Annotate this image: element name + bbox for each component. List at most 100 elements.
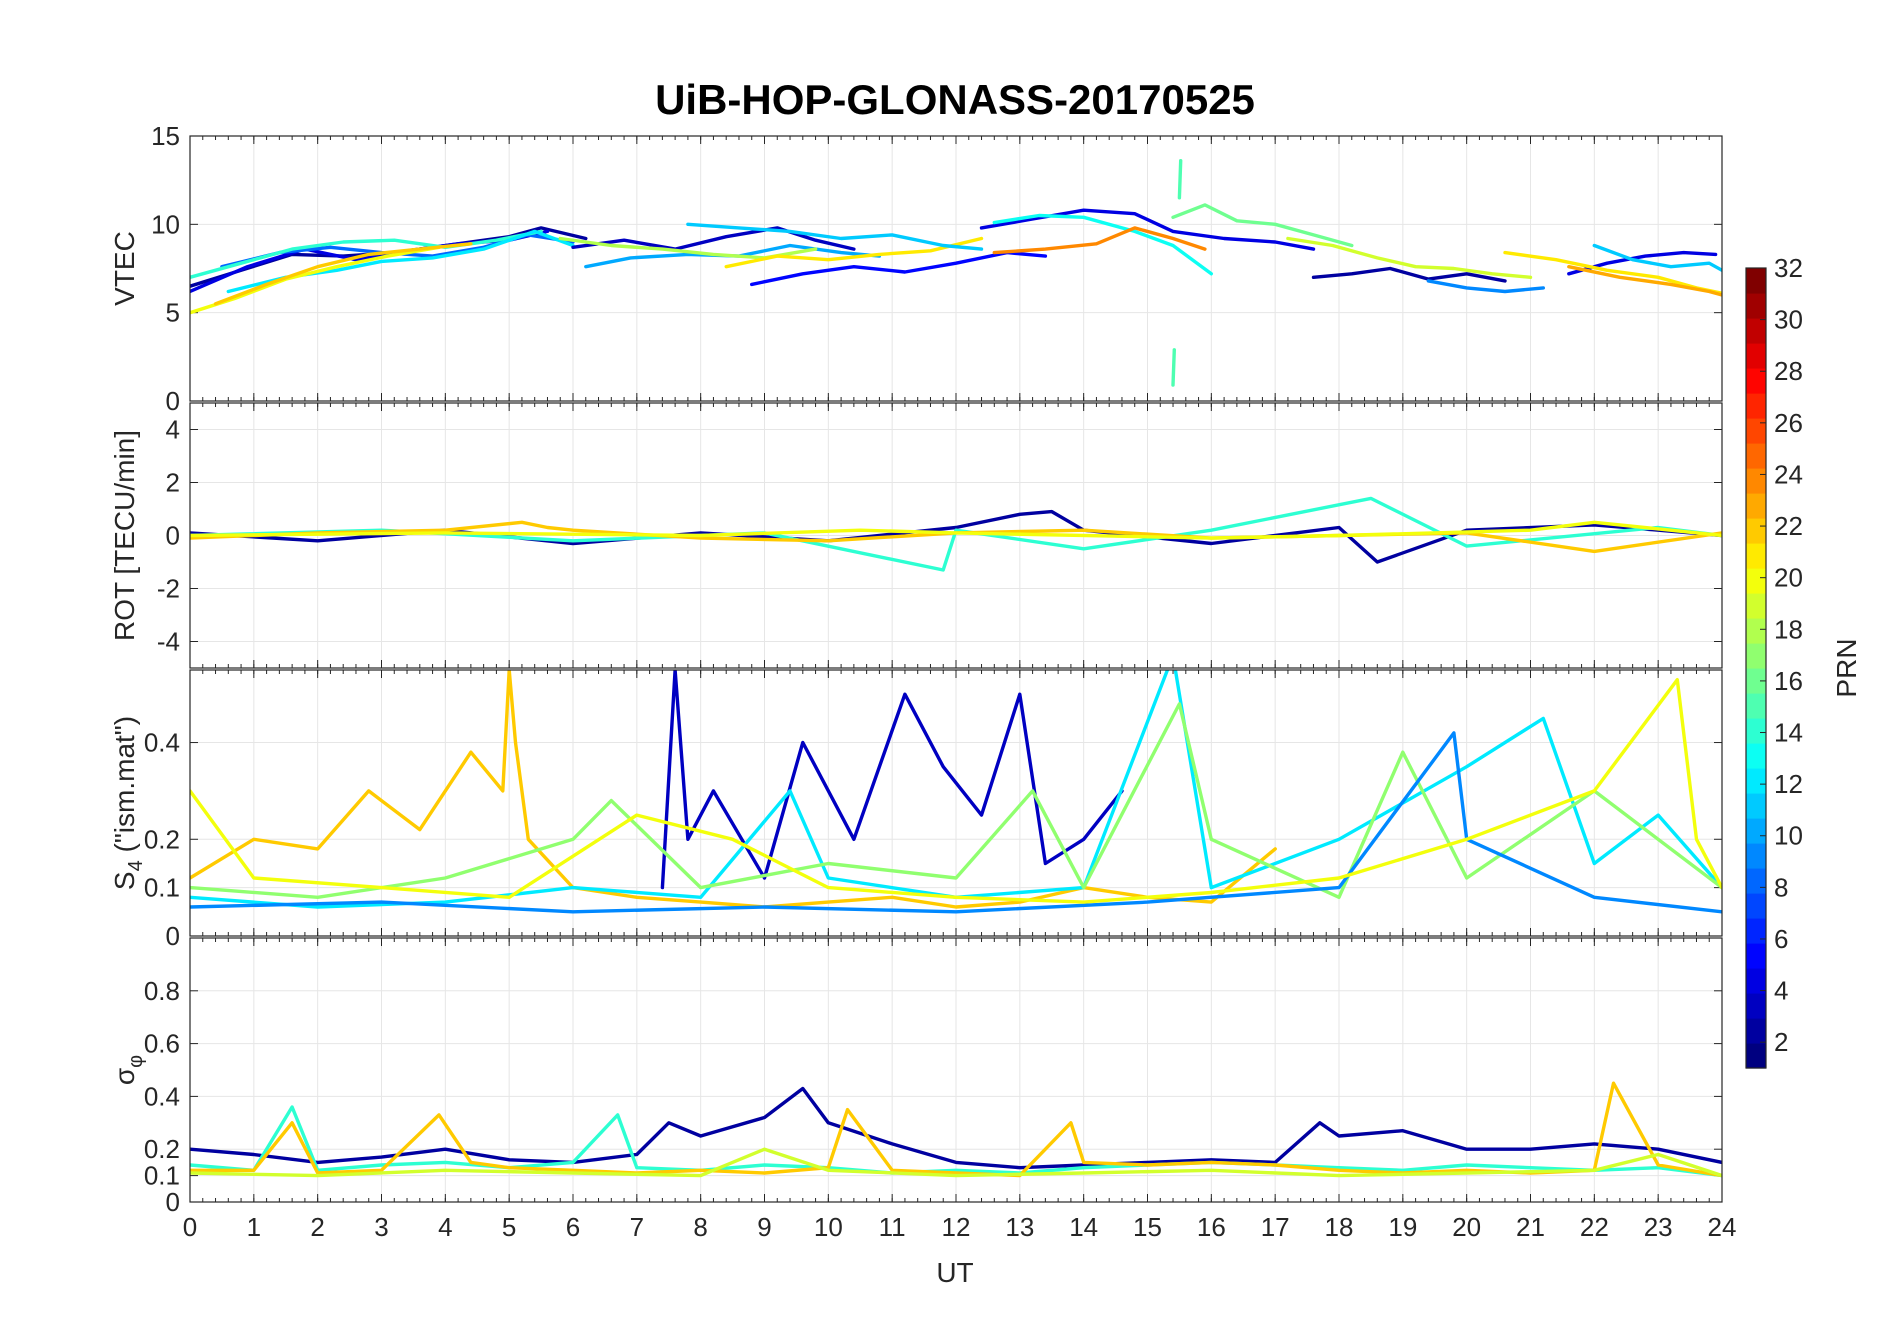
x-tick-label: 16 — [1197, 1212, 1226, 1242]
colorbar-cell — [1746, 843, 1766, 869]
x-tick-label: 19 — [1388, 1212, 1417, 1242]
y-tick-label: 0.6 — [144, 1029, 180, 1059]
y-axis-label-rest: ("ism.mat") — [109, 716, 140, 860]
colorbar-cell — [1746, 618, 1766, 644]
x-tick-label: 11 — [879, 1212, 906, 1242]
series-line-prn-22 — [190, 1081, 1722, 1178]
colorbar-cell — [1746, 268, 1766, 294]
x-tick-label: 6 — [566, 1212, 580, 1242]
x-tick-label: 13 — [1005, 1212, 1034, 1242]
series-line-prn-20 — [190, 245, 441, 315]
y-tick-label: 2 — [166, 468, 180, 498]
series-line-prn-14 — [190, 496, 1722, 572]
y-axis-label: S4 ("ism.mat") — [109, 716, 147, 890]
y-axis-label-main: S — [109, 871, 140, 890]
x-tick-label: 17 — [1261, 1212, 1290, 1242]
axes-frame — [189, 402, 1723, 669]
y-tick-label: 0.4 — [144, 1081, 180, 1111]
series-line-prn-20 — [190, 520, 1722, 540]
colorbar-label: PRN — [1831, 638, 1862, 697]
x-tick-label: 15 — [1133, 1212, 1162, 1242]
panel-1: 0 5 10 15 VTEC — [109, 121, 1723, 416]
colorbar-tick-label: 28 — [1774, 356, 1803, 386]
colorbar-cell — [1746, 643, 1766, 669]
series-line-prn-17 — [190, 702, 1722, 899]
colorbar-cell — [1746, 668, 1766, 694]
series-line-prn-15 — [1177, 159, 1183, 200]
series-line-prn-4 — [979, 208, 1316, 251]
series-line-prn-9 — [1426, 279, 1545, 294]
colorbar-tick-label: 6 — [1774, 924, 1788, 954]
panel-2: -4 -2 0 2 4 ROT [TECU/min] — [109, 402, 1723, 669]
y-tick-label: 15 — [151, 121, 180, 151]
colorbar-tick-label: 18 — [1774, 614, 1803, 644]
colorbar-cell — [1746, 968, 1766, 994]
y-tick-label: -2 — [157, 574, 180, 604]
colorbar-tick-label: 12 — [1774, 769, 1803, 799]
series-line-prn-11 — [1592, 243, 1722, 272]
series-group — [190, 670, 1722, 914]
colorbar-cell — [1746, 1043, 1766, 1069]
chart-title: UiB-HOP-GLONASS-20170525 — [655, 76, 1255, 123]
y-tick-label: -4 — [157, 627, 180, 657]
colorbar-cell — [1746, 918, 1766, 944]
x-tick-label: 2 — [310, 1212, 324, 1242]
series-line-prn-20 — [190, 678, 1722, 904]
colorbar-tick-label: 2 — [1774, 1027, 1788, 1057]
series-line-prn-9 — [190, 731, 1722, 914]
y-axis-label: ROT [TECU/min] — [109, 430, 140, 641]
y-axis-label: VTEC — [109, 231, 140, 306]
x-tick-label: 18 — [1325, 1212, 1354, 1242]
y-tick-label: 0 — [166, 1187, 180, 1217]
x-tick-label: 20 — [1452, 1212, 1481, 1242]
colorbar-cell — [1746, 868, 1766, 894]
y-tick-label: 0.2 — [144, 1134, 180, 1164]
colorbar-cell — [1746, 293, 1766, 319]
x-tick-label: 4 — [438, 1212, 452, 1242]
colorbar-tick-label: 32 — [1774, 253, 1803, 283]
colorbar-cell — [1746, 543, 1766, 569]
y-tick-label: 10 — [151, 209, 180, 239]
series-group — [190, 159, 1722, 387]
series-line-prn-2 — [190, 1086, 1722, 1170]
series-line-prn-2 — [1311, 266, 1507, 283]
colorbar-tick-label: 4 — [1774, 976, 1788, 1006]
series-line-prn-3 — [571, 226, 856, 251]
axes-frame — [189, 937, 1723, 1203]
series-group — [190, 496, 1722, 572]
y-axis-label-sub: φ — [125, 1055, 147, 1068]
series-line-prn-3 — [660, 670, 1124, 890]
series-line-prn-23 — [1567, 265, 1722, 297]
colorbar-cell — [1746, 943, 1766, 969]
colorbar-cell — [1746, 718, 1766, 744]
x-tick-label: 9 — [757, 1212, 771, 1242]
x-axis-label: UT — [936, 1257, 973, 1288]
colorbar-tick-label: 30 — [1774, 305, 1803, 335]
panel-3: 00.10.20.4S4 ("ism.mat") — [109, 669, 1723, 951]
colorbar-frame — [1745, 267, 1767, 1069]
colorbar-tick-label: 24 — [1774, 459, 1803, 489]
colorbar-cell — [1746, 468, 1766, 494]
y-tick-label: 5 — [166, 298, 180, 328]
x-tick-label: 7 — [630, 1212, 644, 1242]
colorbar-tick-label: 10 — [1774, 821, 1803, 851]
colorbar-tick-label: 14 — [1774, 718, 1803, 748]
x-tick-label: 5 — [502, 1212, 516, 1242]
y-tick-label: 0 — [166, 386, 180, 416]
x-tick-label: 23 — [1644, 1212, 1673, 1242]
colorbar-cell — [1746, 418, 1766, 444]
colorbar-cell — [1746, 693, 1766, 719]
colorbar-cell — [1746, 818, 1766, 844]
x-tick-label: 10 — [814, 1212, 843, 1242]
colorbar-tick-label: 26 — [1774, 408, 1803, 438]
series-line-prn-11 — [686, 222, 984, 251]
x-tick-label: 24 — [1708, 1212, 1737, 1242]
colorbar-cell — [1746, 493, 1766, 519]
y-tick-label: 0.4 — [144, 728, 180, 758]
colorbar-cell — [1746, 593, 1766, 619]
y-tick-label: 0.1 — [144, 1161, 180, 1191]
colorbar-cell — [1746, 993, 1766, 1019]
colorbar-cell — [1746, 318, 1766, 344]
y-tick-label: 4 — [166, 415, 180, 445]
